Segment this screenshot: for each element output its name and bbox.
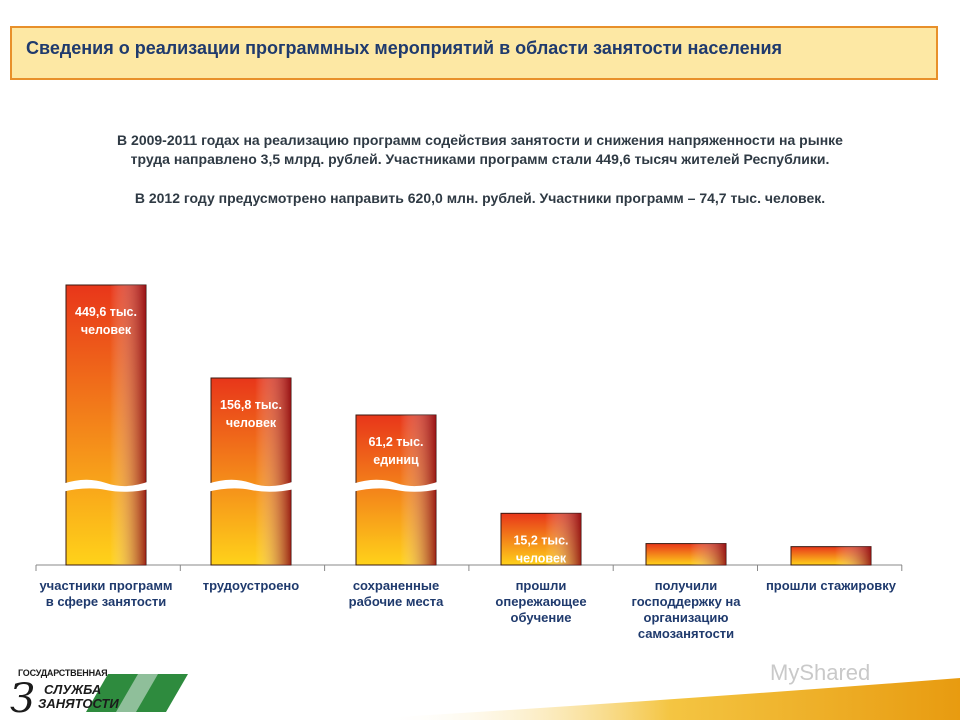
intro-paragraph-1: В 2009-2011 годах на реализацию программ…: [20, 131, 940, 169]
bar-value-label: человек: [226, 416, 277, 430]
category-label-line: сохраненные: [352, 578, 440, 593]
category-label-line: участники программ: [39, 578, 173, 593]
bar-shade: [791, 546, 871, 565]
watermark: MyShared: [770, 660, 871, 685]
bar-6: 5,4 тыс. человек: [790, 546, 872, 599]
category-label: сохраненные рабочие места: [321, 578, 471, 610]
category-label-line: господдержку на: [631, 594, 741, 609]
bar-1: 449,6 тыс. человек: [62, 284, 150, 566]
logo-mark: З: [10, 676, 35, 722]
category-label: получили господдержку на организацию самоза…: [611, 578, 761, 642]
category-label: прошли опережающее обучение: [466, 578, 616, 626]
intro-line-2: труда направлено 3,5 млрд. рублей. Участ…: [130, 151, 830, 167]
title-box: Сведения о реализации программных меропр…: [10, 26, 938, 80]
intro-line-1: В 2009-2011 годах на реализацию программ…: [117, 132, 843, 148]
bar-shade: [646, 543, 726, 565]
logo: З ГОСУДАРСТВЕННАЯ СЛУЖБА ЗАНЯТОСТИ: [8, 662, 198, 722]
bar-value-label: 15,2 тыс.: [513, 533, 568, 547]
logo-line-1: ГОСУДАРСТВЕННАЯ: [18, 668, 108, 678]
page-title: Сведения о реализации программных меропр…: [26, 38, 783, 58]
bar-value-label: человек: [81, 323, 132, 337]
bar-value-label: единиц: [373, 453, 419, 467]
bar-value-label: 6,3 тыс.: [662, 564, 710, 578]
axis-break-mark: [352, 479, 440, 492]
category-label-line: рабочие места: [348, 594, 444, 609]
bar-value-label: человек: [806, 585, 857, 599]
bar-shade: [66, 285, 146, 565]
category-label-line: получили: [654, 578, 718, 593]
bar-3: 61,2 тыс. единиц: [352, 414, 440, 566]
bar-5: 6,3 тыс. человек: [645, 543, 727, 596]
logo-line-3: ЗАНЯТОСТИ: [38, 696, 119, 711]
category-label: трудоустроено: [176, 578, 326, 594]
category-label-line: самозанятости: [637, 626, 735, 641]
intro-paragraph-2: В 2012 году предусмотрено направить 620,…: [134, 190, 826, 206]
bar-value-label: 61,2 тыс.: [368, 435, 423, 449]
category-label-line: организацию: [643, 610, 729, 625]
axis-break-mark: [62, 479, 150, 492]
bar-shade: [211, 378, 291, 565]
category-label-line: прошли стажировку: [765, 578, 897, 593]
decorative-swoosh: [380, 678, 960, 720]
axis-break-mark: [207, 479, 295, 492]
category-label: прошли стажировку: [756, 578, 906, 594]
logo-line-2: СЛУЖБА: [44, 682, 102, 697]
bar-4: 15,2 тыс. человек: [500, 512, 582, 566]
logo-stripes-icon: [86, 674, 188, 712]
bar-value-label: 156,8 тыс.: [220, 398, 282, 412]
category-label-line: в сфере занятости: [45, 594, 167, 609]
category-label-line: трудоустроено: [202, 578, 300, 593]
category-label-line: опережающее: [495, 594, 587, 609]
bar-value-label: человек: [516, 551, 567, 565]
bar-value-label: 5,4 тыс.: [807, 567, 855, 581]
bar-shade: [501, 513, 581, 565]
bar-value-label: 449,6 тыс.: [75, 305, 137, 319]
category-label-line: прошли: [515, 578, 567, 593]
category-label-line: обучение: [510, 610, 572, 625]
bar-value-label: человек: [661, 582, 712, 596]
bar-2: 156,8 тыс. человек: [207, 377, 295, 566]
category-label: участники программ в сфере занятости: [31, 578, 181, 610]
